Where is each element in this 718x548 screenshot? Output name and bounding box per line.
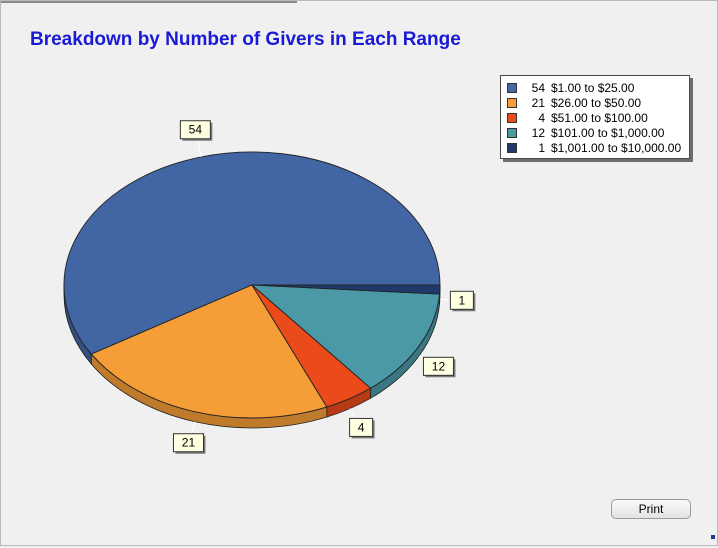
data-label-box	[422, 356, 454, 376]
data-label-2: 21	[182, 436, 196, 450]
chart-title: Breakdown by Number of Givers in Each Ra…	[30, 29, 461, 50]
legend-item: 12 $101.00 to $1,000.00	[507, 125, 689, 140]
legend-swatch	[507, 97, 517, 108]
resize-grip[interactable]	[711, 535, 715, 539]
legend-swatch	[507, 142, 517, 153]
legend-item: 21 $26.00 to $50.00	[507, 95, 689, 110]
title-bar-rule	[1, 1, 297, 3]
legend-count: 54	[531, 80, 545, 95]
data-label-box	[172, 433, 204, 453]
pie-slice-5[interactable]	[251, 284, 441, 295]
data-label-box	[349, 417, 374, 437]
chart-legend: 54 $1.00 to $25.00 21 $26.00 to $50.00 4 $51.…	[500, 75, 690, 159]
data-label-3: 4	[358, 420, 365, 434]
pie-slice-2[interactable]	[90, 284, 328, 419]
legend-item: 1 $1,001.00 to $10,000.00	[507, 140, 689, 155]
pie-slice-4[interactable]	[250, 284, 441, 389]
data-label-box	[179, 120, 211, 140]
pie-slice-1[interactable]	[63, 151, 441, 355]
legend-label: $101.00 to $1,000.00	[551, 125, 665, 140]
legend-label: $1.00 to $25.00	[551, 80, 635, 95]
legend-item: 54 $1.00 to $25.00	[507, 80, 689, 95]
legend-count: 1	[538, 140, 545, 155]
legend-label: $26.00 to $50.00	[551, 95, 642, 110]
legend-count: 21	[531, 95, 545, 110]
legend-swatch	[507, 112, 517, 123]
data-label-4: 12	[432, 359, 446, 373]
legend-item: 4 $51.00 to $100.00	[507, 110, 689, 125]
legend-swatch	[507, 127, 517, 138]
legend-count: 4	[538, 110, 545, 125]
data-label-5: 1	[459, 293, 466, 307]
legend-label: $1,001.00 to $10,000.00	[551, 140, 682, 155]
data-label-box	[449, 290, 474, 310]
legend-swatch	[507, 82, 517, 93]
legend-label: $51.00 to $100.00	[551, 110, 648, 125]
print-button[interactable]: Print	[611, 499, 691, 519]
data-label-1: 54	[189, 123, 203, 137]
legend-count: 12	[531, 125, 545, 140]
